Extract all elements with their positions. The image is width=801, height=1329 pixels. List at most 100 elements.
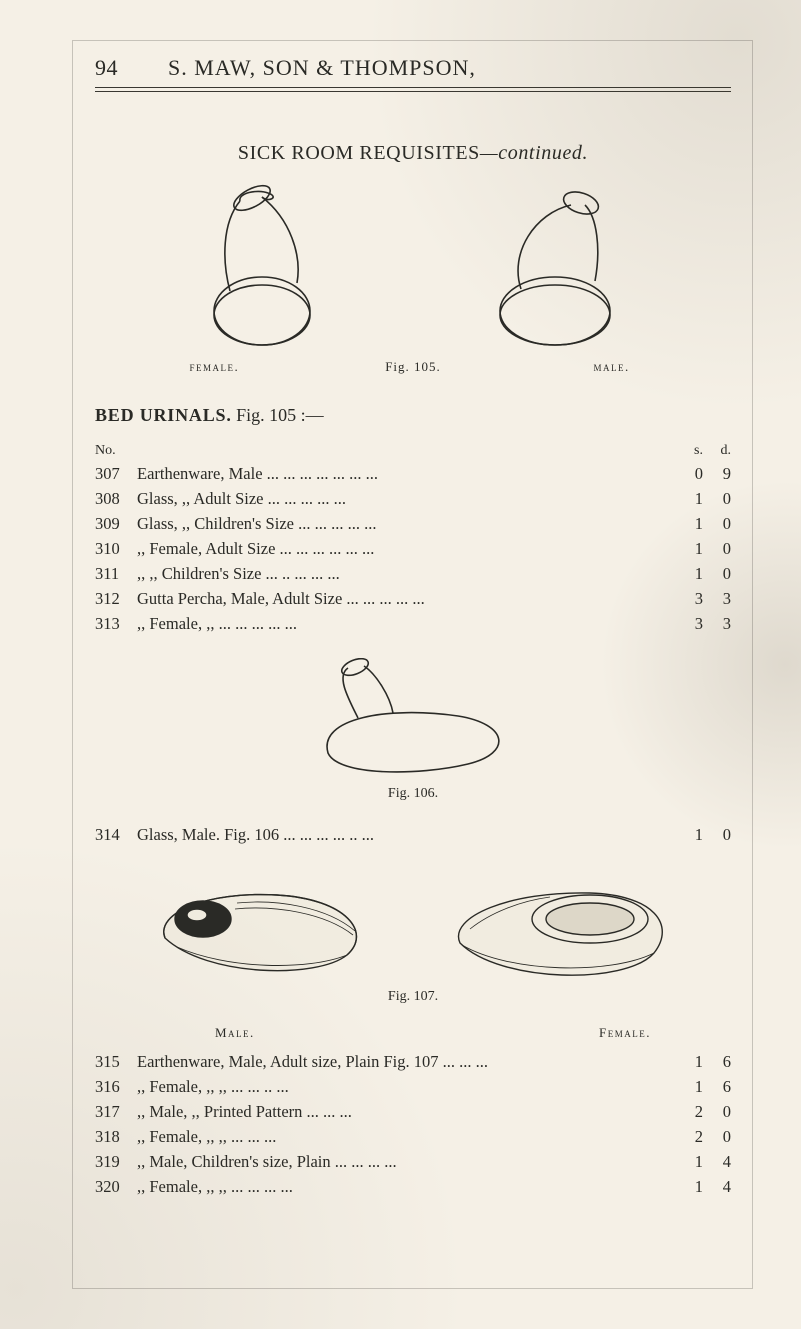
cell-no: 312 [95, 586, 137, 611]
cell-d: 0 [703, 822, 731, 847]
table-row: 314 Glass, Male. Fig. 106 ... ... ... ..… [95, 822, 731, 847]
cell-d: 6 [703, 1049, 731, 1074]
cell-s: 1 [675, 1174, 703, 1199]
cell-desc: ,, Female, ,, ... ... ... ... ... [137, 611, 675, 636]
cell-s: 1 [675, 536, 703, 561]
header-rule-thin [95, 91, 731, 92]
table-row: 318 ,, Female, ,, ,, ... ... ...20 [95, 1124, 731, 1149]
cell-no: 311 [95, 561, 137, 586]
cell-desc: ,, Male, ,, Printed Pattern ... ... ... [137, 1099, 675, 1124]
cell-no: 315 [95, 1049, 137, 1074]
cell-s: 0 [675, 461, 703, 486]
fig-105-male-label: male. [512, 359, 711, 375]
row-314-table: 314 Glass, Male. Fig. 106 ... ... ... ..… [95, 822, 731, 847]
table-row: 310 ,, Female, Adult Size ... ... ... ..… [95, 536, 731, 561]
cell-desc: Glass, Male. Fig. 106 ... ... ... ... ..… [137, 822, 675, 847]
fig-107-female-label: Female. [599, 1025, 651, 1041]
table-header-row: No. s. d. [95, 440, 731, 461]
cell-s: 2 [675, 1124, 703, 1149]
fig-105-captions: female. Fig. 105. male. [115, 359, 711, 375]
cell-no: 316 [95, 1074, 137, 1099]
cell-desc: ,, Female, Adult Size ... ... ... ... ..… [137, 536, 675, 561]
slipper-female-icon [440, 873, 680, 983]
bed-urinals-heading-bold: BED URINALS. [95, 405, 232, 425]
table-row: 308Glass, ,, Adult Size ... ... ... ... … [95, 486, 731, 511]
cell-desc: ,, Female, ,, ,, ... ... ... ... [137, 1174, 675, 1199]
section-title-main: SICK ROOM REQUISITES [238, 142, 480, 164]
cell-desc: Earthenware, Male, Adult size, Plain Fig… [137, 1049, 675, 1074]
cell-no: 317 [95, 1099, 137, 1124]
fig-105-female-label: female. [115, 359, 314, 375]
urinal-female-icon [182, 183, 342, 353]
urinal-male-icon [475, 183, 645, 353]
page-number: 94 [95, 55, 118, 81]
table-row: 307Earthenware, Male ... ... ... ... ...… [95, 461, 731, 486]
cell-no: 319 [95, 1149, 137, 1174]
table-row: 315Earthenware, Male, Adult size, Plain … [95, 1049, 731, 1074]
cell-no: 318 [95, 1124, 137, 1149]
running-head: S. MAW, SON & THOMPSON, [168, 55, 476, 81]
cell-no: 314 [95, 822, 137, 847]
table-row: 320 ,, Female, ,, ,, ... ... ... ...14 [95, 1174, 731, 1199]
cell-no: 308 [95, 486, 137, 511]
section-title-continued: —continued. [480, 142, 588, 164]
cell-s: 3 [675, 611, 703, 636]
cell-no: 307 [95, 461, 137, 486]
cell-desc: ,, Male, Children's size, Plain ... ... … [137, 1149, 675, 1174]
cell-d: 4 [703, 1149, 731, 1174]
bed-urinals-heading: BED URINALS. Fig. 105 :— [95, 405, 731, 426]
fig-105-number: Fig. 105. [314, 359, 513, 375]
bed-urinals-block: BED URINALS. Fig. 105 :— No. s. d. 307Ea… [95, 405, 731, 636]
cell-s: 2 [675, 1099, 703, 1124]
cell-desc: Earthenware, Male ... ... ... ... ... ..… [137, 461, 675, 486]
cell-d: 3 [703, 611, 731, 636]
cell-desc: ,, Female, ,, ,, ... ... .. ... [137, 1074, 675, 1099]
table-row: 313 ,, Female, ,, ... ... ... ... ...33 [95, 611, 731, 636]
bed-urinals-heading-rest: Fig. 105 :— [232, 405, 324, 425]
cell-d: 0 [703, 536, 731, 561]
urinal-glass-male-icon [298, 658, 528, 778]
table-row: 312Gutta Percha, Male, Adult Size ... ..… [95, 586, 731, 611]
cell-d: 0 [703, 511, 731, 536]
section-title: SICK ROOM REQUISITES—continued. [95, 142, 731, 165]
cell-d: 9 [703, 461, 731, 486]
table-row: 319 ,, Male, Children's size, Plain ... … [95, 1149, 731, 1174]
cell-d: 4 [703, 1174, 731, 1199]
cell-desc: Glass, ,, Children's Size ... ... ... ..… [137, 511, 675, 536]
cell-no: 310 [95, 536, 137, 561]
col-header-d: d. [703, 440, 731, 461]
fig-107-male-label: Male. [215, 1025, 255, 1041]
cell-s: 1 [675, 1149, 703, 1174]
cell-desc: Glass, ,, Adult Size ... ... ... ... ... [137, 486, 675, 511]
col-header-blank [137, 440, 675, 461]
cell-s: 3 [675, 586, 703, 611]
table-row: 317 ,, Male, ,, Printed Pattern ... ... … [95, 1099, 731, 1124]
cell-desc: ,, ,, Children's Size ... .. ... ... ... [137, 561, 675, 586]
fig-107-row [115, 873, 711, 983]
cell-desc: ,, Female, ,, ,, ... ... ... [137, 1124, 675, 1149]
cell-d: 0 [703, 1099, 731, 1124]
cell-d: 0 [703, 1124, 731, 1149]
cell-d: 0 [703, 561, 731, 586]
cell-d: 3 [703, 586, 731, 611]
lower-table: 315Earthenware, Male, Adult size, Plain … [95, 1049, 731, 1199]
bed-urinals-table: No. s. d. 307Earthenware, Male ... ... .… [95, 440, 731, 636]
table-row: 309Glass, ,, Children's Size ... ... ...… [95, 511, 731, 536]
table-row: 316 ,, Female, ,, ,, ... ... .. ...16 [95, 1074, 731, 1099]
page: 94 S. MAW, SON & THOMPSON, SICK ROOM REQ… [0, 0, 801, 1329]
col-header-s: s. [675, 440, 703, 461]
cell-s: 1 [675, 1074, 703, 1099]
cell-no: 320 [95, 1174, 137, 1199]
cell-s: 1 [675, 486, 703, 511]
fig-107-caption: Fig. 107. [95, 989, 731, 1005]
col-header-no: No. [95, 440, 137, 461]
cell-no: 309 [95, 511, 137, 536]
fig-107-labels: Male. Female. [215, 1025, 651, 1041]
cell-d: 0 [703, 486, 731, 511]
cell-d: 6 [703, 1074, 731, 1099]
cell-s: 1 [675, 561, 703, 586]
cell-s: 1 [675, 511, 703, 536]
page-header: 94 S. MAW, SON & THOMPSON, [95, 55, 731, 81]
slipper-male-icon [147, 873, 377, 983]
fig-105-row [115, 183, 711, 353]
